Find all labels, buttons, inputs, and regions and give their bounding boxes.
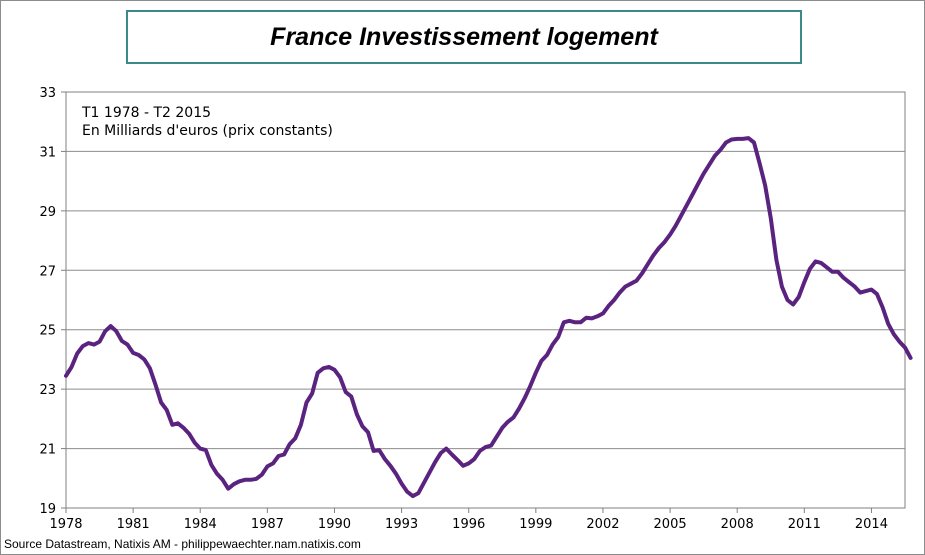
y-tick-label: 31	[39, 145, 56, 160]
x-tick-label: 2008	[721, 517, 754, 532]
plot-area-border	[65, 91, 906, 509]
y-tick-label: 33	[39, 86, 56, 101]
x-tick-label: 2014	[855, 517, 888, 532]
x-tick-label: 1996	[452, 517, 485, 532]
x-tick-label: 1990	[318, 517, 351, 532]
x-tick-label: 1978	[49, 517, 82, 532]
annotation-period: T1 1978 - T2 2015	[81, 105, 211, 121]
x-tick-label: 2005	[654, 517, 687, 532]
y-tick-label: 19	[39, 502, 56, 517]
x-tick-label: 1999	[519, 517, 552, 532]
source-note: Source Datastream, Natixis AM - philippe…	[4, 537, 361, 551]
y-tick-label: 21	[39, 443, 56, 458]
chart-title: France Investissement logement	[270, 22, 658, 51]
y-tick-label: 29	[39, 205, 56, 220]
x-axis-ticks: 1978 1981 1984 1987 1990 1993 1996 1999 2002 2005…	[49, 508, 888, 532]
x-tick-label: 1984	[184, 517, 217, 532]
x-tick-label: 1993	[385, 517, 418, 532]
y-tick-label: 23	[39, 383, 56, 398]
chart-title-box: France Investissement logement	[126, 10, 802, 64]
annotation-units: En Milliards d'euros (prix constants)	[82, 123, 333, 139]
y-tick-label: 27	[39, 264, 56, 279]
x-tick-label: 1987	[251, 517, 284, 532]
x-tick-label: 1981	[117, 517, 150, 532]
series-layer	[64, 136, 913, 499]
x-tick-label: 2002	[586, 517, 619, 532]
y-tick-label: 25	[39, 324, 56, 339]
y-axis-ticks: 19 21 23 25 27 29 31 33	[39, 86, 66, 517]
series-line-0	[64, 136, 913, 499]
x-tick-label: 2011	[788, 517, 821, 532]
